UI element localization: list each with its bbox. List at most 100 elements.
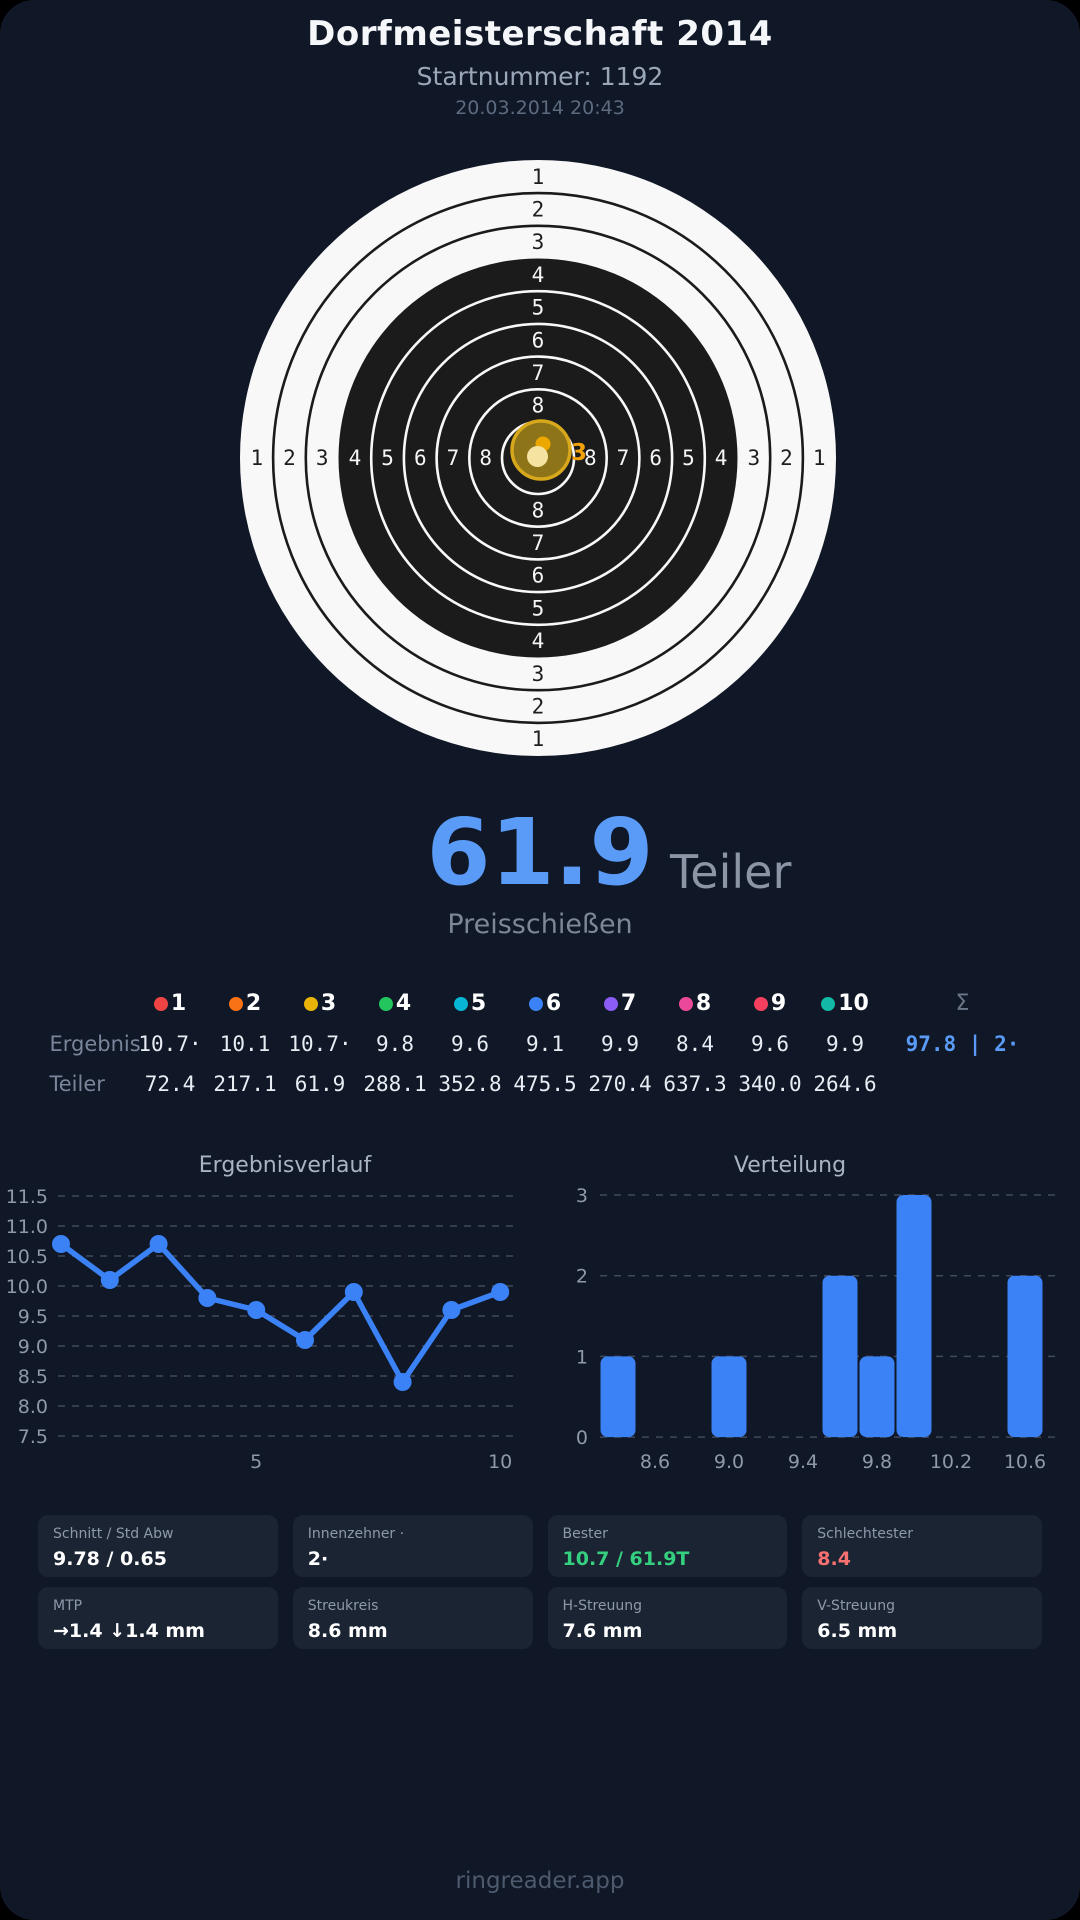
teiler-cell: 352.8: [438, 1072, 502, 1096]
shot-header-cell: 3: [283, 991, 358, 1016]
stat-card: Innenzehner · 2·: [292, 1515, 533, 1577]
svg-text:2: 2: [283, 446, 296, 470]
shot-number: 2: [245, 991, 262, 1016]
teiler-cell: 217.1: [213, 1072, 277, 1096]
svg-text:7: 7: [447, 446, 460, 470]
ergebnis-cell: 9.9: [826, 1032, 864, 1056]
shot-color-dot: [753, 996, 768, 1011]
teiler-cell: 264.6: [813, 1072, 877, 1096]
svg-text:0: 0: [576, 1427, 588, 1449]
stat-value: 10.7 / 61.9T: [562, 1548, 690, 1570]
svg-text:2: 2: [532, 695, 545, 719]
stat-card: Schlechtester 8.4: [802, 1515, 1042, 1577]
svg-text:7: 7: [532, 361, 545, 385]
stat-label: Schnitt / Std Abw: [53, 1526, 174, 1542]
svg-text:5: 5: [250, 1451, 262, 1473]
shot-header-cell: 1: [133, 991, 208, 1016]
svg-text:7.5: 7.5: [18, 1426, 48, 1448]
shot-table: 1 2 3 4 5 6 7 8 9 10 Σ Ergebnis 10.7· 10.1 10.7· 9.8 9.6…: [38, 991, 1043, 1096]
svg-text:5: 5: [682, 446, 695, 470]
ergebnis-cell: 9.9: [601, 1032, 639, 1056]
bar-chart: Verteilung 3 2 1 0 8.6 9.0 9.4 9.8 10.2 10.6: [540, 1132, 1080, 1481]
stat-label: Schlechtester: [817, 1526, 914, 1542]
score-section: 61.9 Teiler Preisschießen: [0, 807, 1080, 957]
svg-text:4: 4: [532, 629, 545, 653]
svg-text:4: 4: [532, 263, 545, 287]
ergebnis-cell: 10.1: [219, 1032, 271, 1056]
stat-label: V-Streuung: [817, 1598, 896, 1614]
svg-text:10.6: 10.6: [1004, 1451, 1046, 1473]
svg-text:7: 7: [617, 446, 630, 470]
svg-text:1: 1: [532, 727, 545, 751]
svg-text:3: 3: [532, 662, 545, 686]
brand-link[interactable]: ringreader.app: [455, 1868, 625, 1894]
svg-text:4: 4: [349, 446, 362, 470]
ergebnis-row-label: Ergebnis: [49, 1032, 141, 1056]
svg-text:8: 8: [532, 498, 545, 522]
svg-text:6: 6: [532, 564, 545, 588]
datetime: 20.03.2014 20:43: [455, 97, 625, 119]
shot-header-cell: 2: [208, 991, 283, 1016]
stat-card: H-Streuung 7.6 mm: [547, 1587, 788, 1649]
stat-label: MTP: [53, 1598, 83, 1614]
svg-text:3: 3: [571, 440, 587, 466]
svg-text:10.5: 10.5: [6, 1246, 48, 1268]
svg-text:Ergebnisverlauf: Ergebnisverlauf: [199, 1153, 373, 1178]
shot-color-dot: [453, 996, 468, 1011]
teiler-cell: 72.4: [144, 1072, 196, 1096]
svg-text:9.4: 9.4: [788, 1451, 818, 1473]
teiler-cell: 270.4: [588, 1072, 652, 1096]
stat-label: H-Streuung: [562, 1598, 643, 1614]
shot-color-dot: [228, 996, 243, 1011]
stat-label: Innenzehner ·: [307, 1526, 405, 1542]
shot-color-dot: [153, 996, 168, 1011]
stat-card: Schnitt / Std Abw 9.78 / 0.65: [38, 1515, 278, 1577]
teiler-cell: 637.3: [663, 1072, 727, 1096]
stat-value: 8.6 mm: [307, 1620, 388, 1642]
svg-text:1: 1: [250, 446, 263, 470]
svg-text:3: 3: [316, 446, 329, 470]
stat-card: MTP →1.4 ↓1.4 mm: [38, 1587, 278, 1649]
teiler-value: 61.9: [426, 799, 654, 906]
line-chart: Ergebnisverlauf 11.5 11.0 10.5 10.0 9.5 9.0 8.5…: [0, 1132, 540, 1481]
shot-number: 8: [695, 991, 712, 1016]
svg-text:3: 3: [747, 446, 760, 470]
teiler-unit: Teiler: [670, 845, 792, 899]
shot-number: 1: [170, 991, 187, 1016]
stat-value: 6.5 mm: [817, 1620, 898, 1642]
svg-text:9.5: 9.5: [18, 1306, 48, 1328]
svg-text:4: 4: [715, 446, 728, 470]
shot-header-cell: 10: [808, 991, 883, 1016]
ergebnis-cell: 10.7·: [138, 1032, 202, 1056]
svg-text:8: 8: [479, 446, 492, 470]
stat-value: →1.4 ↓1.4 mm: [53, 1620, 205, 1642]
teiler-row-label: Teiler: [49, 1072, 105, 1096]
svg-text:5: 5: [532, 296, 545, 320]
svg-text:2: 2: [780, 446, 793, 470]
ergebnis-cell: 9.6: [751, 1032, 789, 1056]
ergebnis-cell: 10.7·: [288, 1032, 352, 1056]
svg-text:11.0: 11.0: [6, 1216, 48, 1238]
svg-text:1: 1: [532, 165, 545, 189]
shot-color-dot: [378, 996, 393, 1011]
svg-text:Verteilung: Verteilung: [734, 1153, 846, 1178]
svg-text:7: 7: [532, 531, 545, 555]
svg-text:9.0: 9.0: [714, 1451, 744, 1473]
svg-text:1: 1: [813, 446, 826, 470]
svg-text:8: 8: [584, 446, 597, 470]
svg-text:9.8: 9.8: [862, 1451, 892, 1473]
shot-color-dot: [303, 996, 318, 1011]
shot-number: 7: [620, 991, 637, 1016]
shot-header-cell: 8: [658, 991, 733, 1016]
stat-card: Streukreis 8.6 mm: [292, 1587, 533, 1649]
shot-header-cell: 7: [583, 991, 658, 1016]
svg-text:8.0: 8.0: [18, 1396, 48, 1418]
shot-number: 5: [470, 991, 487, 1016]
svg-text:11.5: 11.5: [6, 1186, 48, 1208]
svg-text:2: 2: [532, 198, 545, 222]
shot-number: 10: [838, 991, 869, 1016]
bar-chart-svg: Verteilung 3 2 1 0 8.6 9.0 9.4 9.8 10.2 10.6: [576, 1153, 1060, 1473]
shot-number: 6: [545, 991, 562, 1016]
stat-value: 8.4: [817, 1548, 851, 1570]
